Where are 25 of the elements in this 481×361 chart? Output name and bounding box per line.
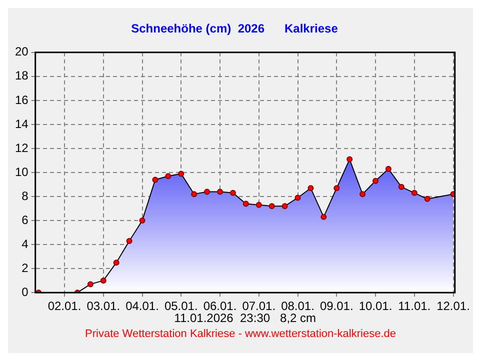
x-tick-label: 03.01. xyxy=(86,299,120,314)
y-tick-label: 0 xyxy=(22,284,29,299)
chart-title: Schneehöhe (cm) 2026 Kalkriese xyxy=(131,22,338,36)
x-tick-label: 06.01. xyxy=(203,299,237,314)
y-tick-label: 6 xyxy=(22,212,29,227)
y-tick-label: 2 xyxy=(22,260,29,275)
y-tick-label: 20 xyxy=(14,44,29,59)
x-tick-label: 05.01. xyxy=(164,299,198,314)
x-tick-label: 04.01. xyxy=(126,299,159,314)
y-tick-label: 10 xyxy=(14,164,29,179)
text: Private Wetterstation Kalkriese - www.wetterstation-kalkriese.de xyxy=(85,328,396,340)
y-tick-label: 8 xyxy=(22,188,29,203)
y-tick-label: 12 xyxy=(14,140,29,155)
text: 11.01.2026 23:30 8,2 cm xyxy=(174,310,316,325)
x-tick-label: 02.01. xyxy=(48,299,82,314)
y-tick-label: 14 xyxy=(14,116,29,131)
y-tick-label: 18 xyxy=(14,68,29,83)
x-tick-label: 11.01. xyxy=(398,299,431,314)
x-tick-label: 09.01. xyxy=(320,299,354,314)
x-tick-label: 08.01. xyxy=(281,299,314,314)
x-tick-label: 07.01. xyxy=(242,299,276,314)
y-tick-label: 16 xyxy=(14,92,29,107)
y-tick-label: 4 xyxy=(22,236,29,251)
x-tick-label: 12.01. xyxy=(436,299,470,314)
x-tick-label: 10.01. xyxy=(358,299,392,314)
